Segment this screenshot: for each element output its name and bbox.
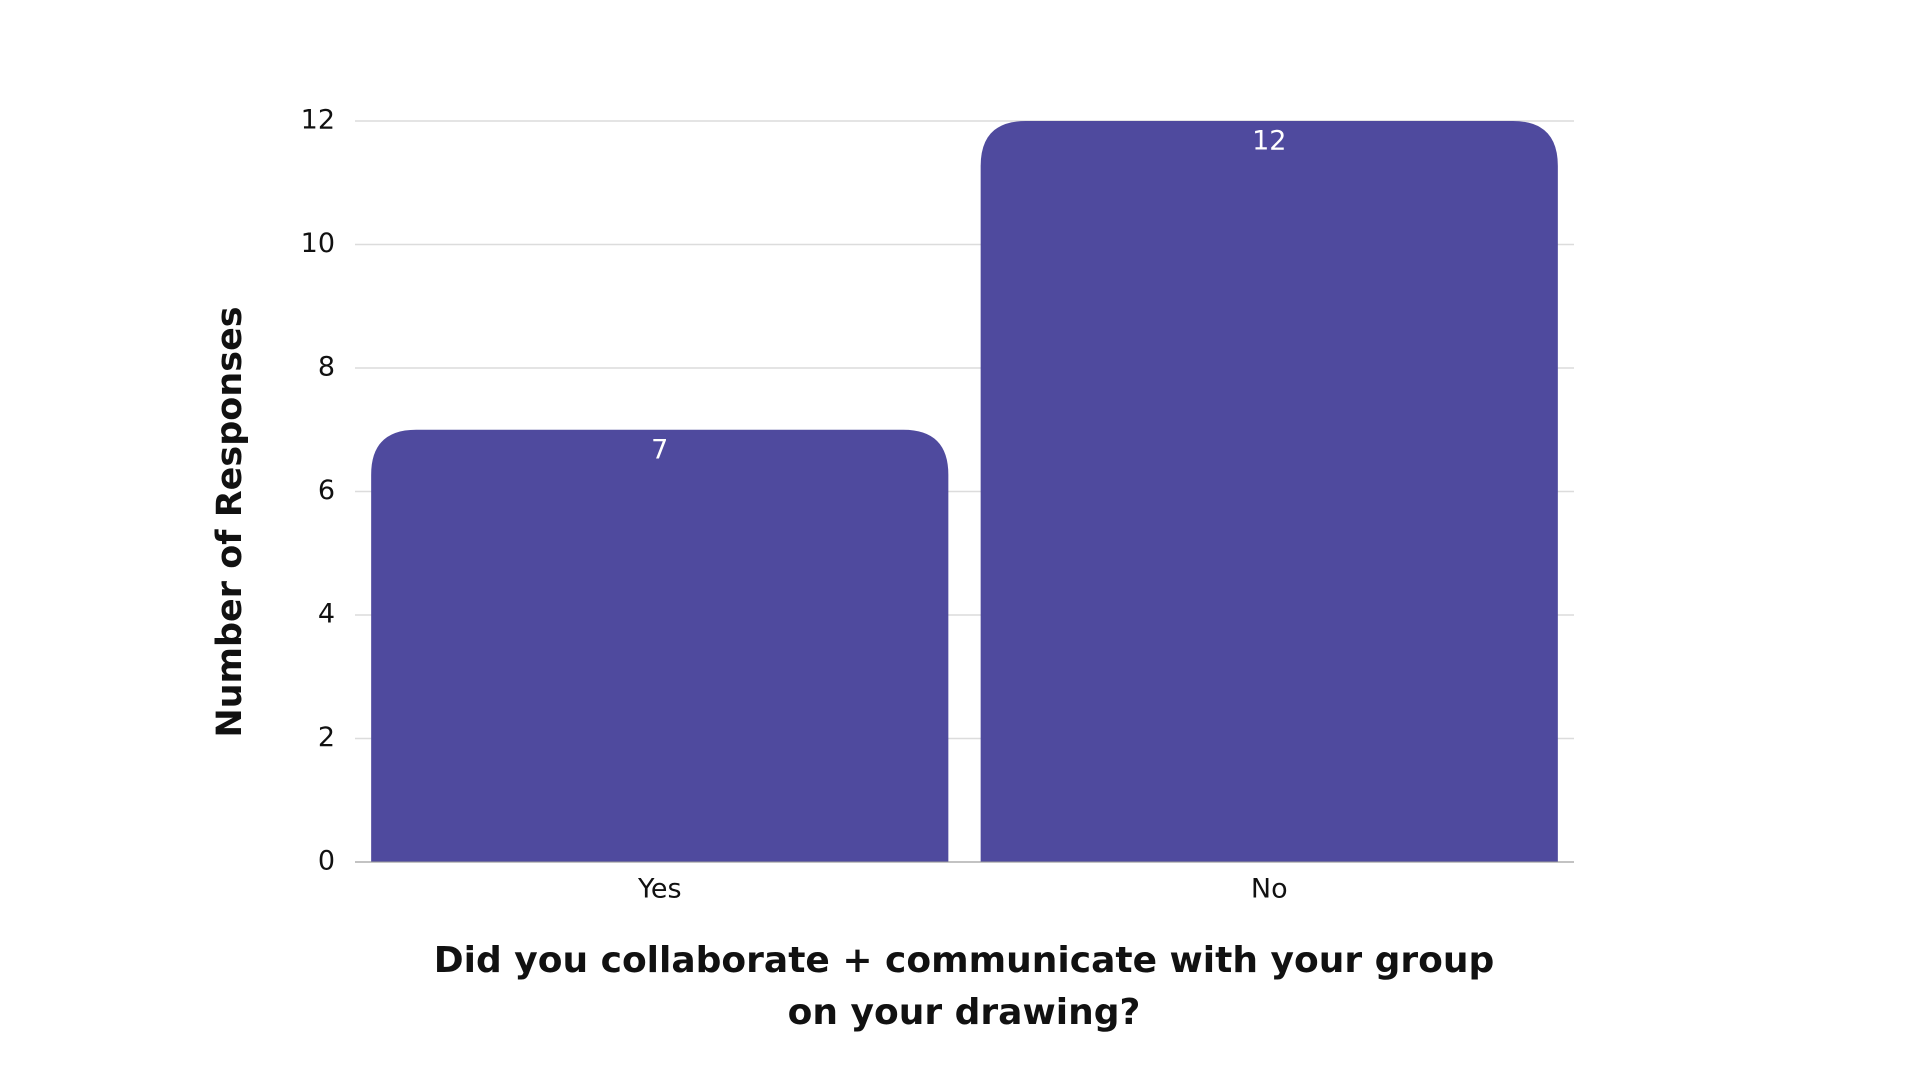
y-tick-label: 10 [301, 228, 335, 259]
y-tick-label: 6 [318, 475, 335, 506]
bar [980, 121, 1558, 862]
y-tick-label: 2 [318, 722, 335, 753]
x-tick-label: No [1251, 874, 1288, 905]
y-tick-label: 0 [318, 846, 335, 877]
bar [371, 429, 949, 862]
y-tick-label: 8 [318, 352, 335, 383]
y-tick-label: 4 [318, 599, 335, 630]
data-label: 7 [651, 434, 668, 465]
data-label: 12 [1252, 126, 1286, 157]
y-axis-label: Number of Responses [210, 306, 250, 737]
x-axis-label: Did you collaborate + communicate with y… [433, 940, 1495, 1033]
x-tick-label: Yes [637, 874, 682, 905]
y-tick-label: 12 [301, 105, 335, 136]
